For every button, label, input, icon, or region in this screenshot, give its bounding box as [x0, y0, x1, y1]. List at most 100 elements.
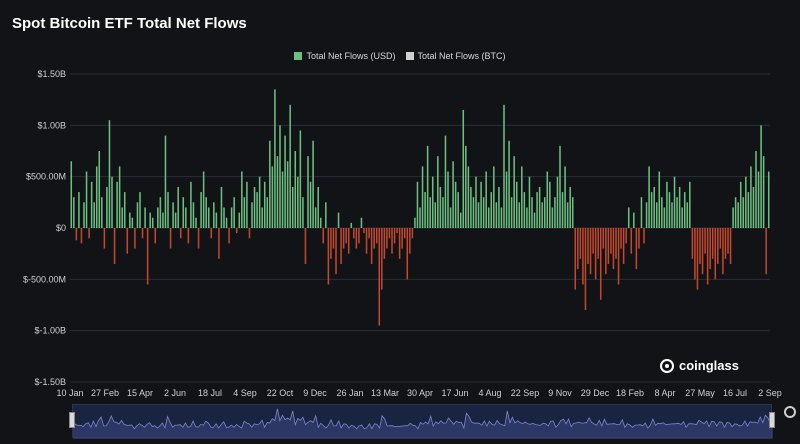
- bar: [569, 186, 571, 228]
- bar: [724, 228, 727, 259]
- bar: [113, 228, 116, 264]
- navigator-right-handle[interactable]: [769, 412, 775, 428]
- bar: [689, 181, 691, 228]
- bar: [610, 228, 612, 254]
- bar: [215, 212, 218, 228]
- bar: [714, 228, 717, 280]
- navigator-left-handle[interactable]: [69, 412, 75, 428]
- bar: [762, 156, 765, 228]
- bar: [263, 181, 266, 228]
- bar: [442, 197, 444, 228]
- bar: [248, 228, 251, 239]
- y-tick-label: $1.00B: [37, 120, 66, 130]
- bar: [663, 207, 666, 228]
- legend-swatch-btc: [405, 52, 414, 60]
- bar: [220, 186, 223, 228]
- bar: [490, 192, 493, 228]
- bar: [543, 197, 546, 228]
- bar: [185, 207, 187, 228]
- bar: [699, 228, 701, 264]
- bar: [704, 228, 706, 254]
- x-tick-label: 2 Jun: [164, 388, 186, 398]
- bar: [358, 228, 360, 244]
- x-tick-label: 26 Jan: [336, 388, 363, 398]
- bar: [401, 228, 403, 249]
- bar: [144, 207, 146, 228]
- zoom-reset-icon[interactable]: [784, 406, 796, 418]
- bar: [279, 125, 281, 228]
- bar: [605, 228, 607, 275]
- bar: [93, 202, 95, 228]
- bar: [131, 217, 134, 228]
- bar: [299, 130, 302, 228]
- bar: [419, 207, 421, 228]
- bar: [607, 228, 610, 264]
- bar: [375, 228, 378, 244]
- bar: [747, 192, 750, 228]
- bar: [666, 181, 668, 228]
- x-tick-label: 8 Apr: [654, 388, 675, 398]
- bar: [640, 197, 643, 228]
- x-tick-label: 4 Sep: [233, 388, 257, 398]
- bar: [459, 212, 462, 228]
- bar: [454, 181, 457, 228]
- bar: [734, 197, 737, 228]
- bar: [577, 228, 579, 270]
- bar: [531, 197, 533, 228]
- bar: [411, 228, 414, 239]
- bar: [80, 228, 83, 244]
- bar: [691, 228, 694, 259]
- bar: [757, 171, 760, 228]
- bar: [304, 228, 307, 264]
- bar: [325, 202, 327, 228]
- bar: [538, 186, 541, 228]
- bar: [271, 166, 274, 228]
- bar: [233, 197, 235, 228]
- bar: [251, 202, 253, 228]
- bar: [643, 228, 645, 244]
- bar: [528, 176, 531, 228]
- bar: [136, 202, 139, 228]
- x-tick-label: 9 Dec: [303, 388, 327, 398]
- bar: [269, 140, 271, 228]
- bar: [574, 228, 577, 290]
- bar: [462, 109, 465, 228]
- bar: [602, 228, 605, 249]
- bar: [169, 228, 172, 249]
- bar: [345, 228, 347, 244]
- bar: [101, 197, 103, 228]
- legend-item-usd[interactable]: Total Net Flows (USD): [294, 51, 396, 61]
- bar: [108, 120, 111, 228]
- bar: [767, 171, 770, 228]
- bar: [312, 140, 314, 228]
- x-tick-label: 30 Apr: [407, 388, 433, 398]
- bar: [174, 212, 177, 228]
- bar: [493, 166, 495, 228]
- bar: [182, 197, 185, 228]
- bar: [218, 228, 220, 259]
- bar: [190, 181, 192, 228]
- bar: [638, 228, 640, 249]
- bar: [426, 145, 429, 228]
- bar: [737, 202, 739, 228]
- bar: [151, 217, 154, 228]
- bar: [635, 228, 638, 270]
- bar: [149, 212, 151, 228]
- bar: [332, 228, 335, 249]
- bar: [159, 197, 162, 228]
- bar: [73, 197, 75, 228]
- bar: [360, 217, 363, 228]
- bar: [223, 207, 225, 228]
- bar: [118, 166, 121, 228]
- range-navigator[interactable]: [72, 404, 774, 439]
- bar: [83, 202, 85, 228]
- bar: [447, 171, 449, 228]
- bar: [90, 181, 93, 228]
- bar: [381, 228, 383, 290]
- bar: [157, 207, 159, 228]
- bar: [536, 192, 538, 228]
- legend-item-btc[interactable]: Total Net Flows (BTC): [405, 51, 506, 61]
- bar: [291, 186, 294, 228]
- bar: [655, 202, 658, 228]
- bar: [195, 217, 197, 228]
